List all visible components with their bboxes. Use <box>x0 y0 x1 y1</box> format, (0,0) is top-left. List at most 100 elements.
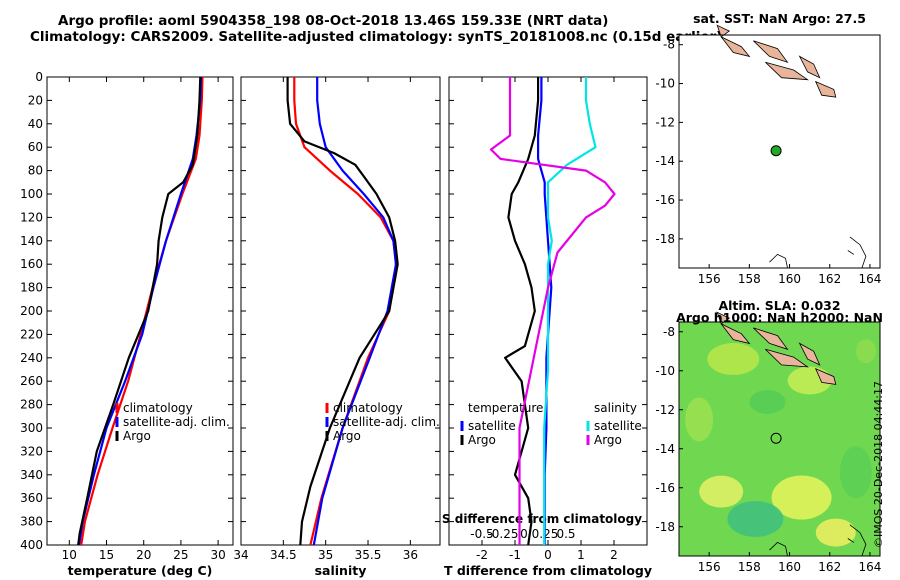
y-tick-label: 380 <box>20 515 43 529</box>
y-tick-label: 160 <box>20 257 43 271</box>
series-argo <box>286 77 399 546</box>
x-tick-label: 1 <box>577 548 585 562</box>
x-axis-label: T difference from climatology <box>444 563 652 578</box>
sla-anomaly-patch <box>839 446 872 499</box>
x-tick-label: 15 <box>99 548 114 562</box>
y-tick-label: 140 <box>20 234 43 248</box>
x-tick-label: 30 <box>210 548 225 562</box>
x-tick-label: 164 <box>858 560 881 574</box>
series-argo <box>77 76 202 546</box>
temperature-profile-frame <box>46 76 234 546</box>
series-s-satellite <box>543 77 597 545</box>
series-climatology <box>293 77 398 546</box>
sla-anomaly-patch <box>685 397 714 442</box>
island <box>798 55 821 79</box>
y-tick-label: -18 <box>655 520 675 534</box>
x-tick-label: 162 <box>818 560 841 574</box>
island <box>814 368 837 385</box>
sla-anomaly-patch <box>707 343 760 376</box>
legend-entry: satellite-adj. clim. <box>333 415 440 429</box>
y-tick-label: -8 <box>663 325 675 339</box>
reef-contour <box>769 253 788 269</box>
y-tick-label: -8 <box>663 38 675 52</box>
legend-entry: Argo <box>123 429 151 443</box>
reef-contour <box>847 250 855 255</box>
x-tick-label: 35.5 <box>355 548 382 562</box>
x-axis-label: salinity <box>315 563 367 578</box>
y-tick-label: -12 <box>655 115 675 129</box>
x-tick-label: 162 <box>818 272 841 286</box>
x-axis-label: temperature (deg C) <box>68 563 213 578</box>
y-tick-label: 300 <box>20 421 43 435</box>
x-tick-label: 25 <box>173 548 188 562</box>
y-tick-label: 100 <box>20 187 43 201</box>
x-tick-label: 158 <box>738 560 761 574</box>
top-tick-label: -0.25 <box>487 527 518 541</box>
y-tick-label: 400 <box>20 538 43 552</box>
legend-entry: climatology <box>123 401 193 415</box>
x-tick-label: 20 <box>136 548 151 562</box>
x-tick-label: 34 <box>233 548 248 562</box>
island <box>720 36 751 58</box>
sst-map-frame <box>678 34 881 269</box>
reef-contour <box>849 236 867 269</box>
argo-position-marker <box>770 432 782 444</box>
sla-anomaly-patch <box>699 475 744 508</box>
island <box>753 40 789 63</box>
island <box>716 24 731 38</box>
y-tick-label: 80 <box>28 164 43 178</box>
salinity-profile-frame <box>240 76 441 546</box>
x-tick-label: 156 <box>698 272 721 286</box>
temperature-profile: 0 20 40 60 80 100 120 140 160 180 200 220 240 260 280 3… <box>20 70 234 578</box>
x-tick-label: 36 <box>403 548 418 562</box>
y-tick-label: 220 <box>20 327 43 341</box>
y-tick-label: -16 <box>655 193 675 207</box>
argo-position-marker <box>770 145 782 157</box>
reef-contour <box>847 538 855 543</box>
x-tick-label: 0 <box>544 548 552 562</box>
top-tick-label: 0 <box>520 527 528 541</box>
sla-map-frame <box>678 321 881 557</box>
y-tick-label: 20 <box>28 93 43 107</box>
series-t-argo <box>504 77 540 546</box>
legend-entry: climatology <box>333 401 403 415</box>
top-tick-label: -0.5 <box>470 527 493 541</box>
difference-profile: -2 -1 0 1 2T difference from climatology S di… <box>442 76 652 578</box>
island <box>765 348 810 368</box>
y-tick-label: 120 <box>20 210 43 224</box>
y-tick-label: 60 <box>28 140 43 154</box>
y-tick-label: 180 <box>20 281 43 295</box>
island <box>814 80 837 98</box>
top-tick-label: 0.5 <box>556 527 575 541</box>
reef-contour <box>769 541 788 557</box>
series-climatology <box>80 76 204 546</box>
sla-anomaly-patch <box>855 339 876 364</box>
y-tick-label: -10 <box>655 364 675 378</box>
figure-title-line2: Climatology: CARS2009. Satellite-adjuste… <box>30 29 723 45</box>
y-tick-label: -18 <box>655 232 675 246</box>
y-tick-label: 0 <box>35 70 43 84</box>
y-tick-label: -14 <box>655 442 675 456</box>
x-tick-label: 158 <box>738 272 761 286</box>
sla-anomaly-patch <box>771 475 832 520</box>
y-tick-label: -12 <box>655 403 675 417</box>
x-tick-label: 34.5 <box>270 548 297 562</box>
y-tick-label: 360 <box>20 491 43 505</box>
sla-anomaly-patch <box>749 389 786 414</box>
x-tick-label: 2 <box>610 548 618 562</box>
series-t-satellite <box>536 77 553 545</box>
island <box>798 342 821 366</box>
x-tick-label: -2 <box>476 548 488 562</box>
x-tick-label: 160 <box>778 272 801 286</box>
sla-anomaly-patch <box>727 500 784 537</box>
imos-credit: ©IMOS 20-Dec-2018 04:44:17 <box>872 381 885 548</box>
legend-entry: Argo <box>594 433 622 447</box>
y-tick-label: 280 <box>20 398 43 412</box>
y-tick-label: 340 <box>20 468 43 482</box>
legend-temp-title: temperature <box>468 401 543 415</box>
x-tick-label: 10 <box>62 548 77 562</box>
top-axis-label: S difference from climatology <box>442 512 642 526</box>
map-title: sat. SST: NaN Argo: 27.5 <box>693 11 866 26</box>
x-tick-label: 156 <box>698 560 721 574</box>
salinity-profile: 34 34.5 35 35.5 36 salinity climatologysatelli… <box>233 76 441 578</box>
